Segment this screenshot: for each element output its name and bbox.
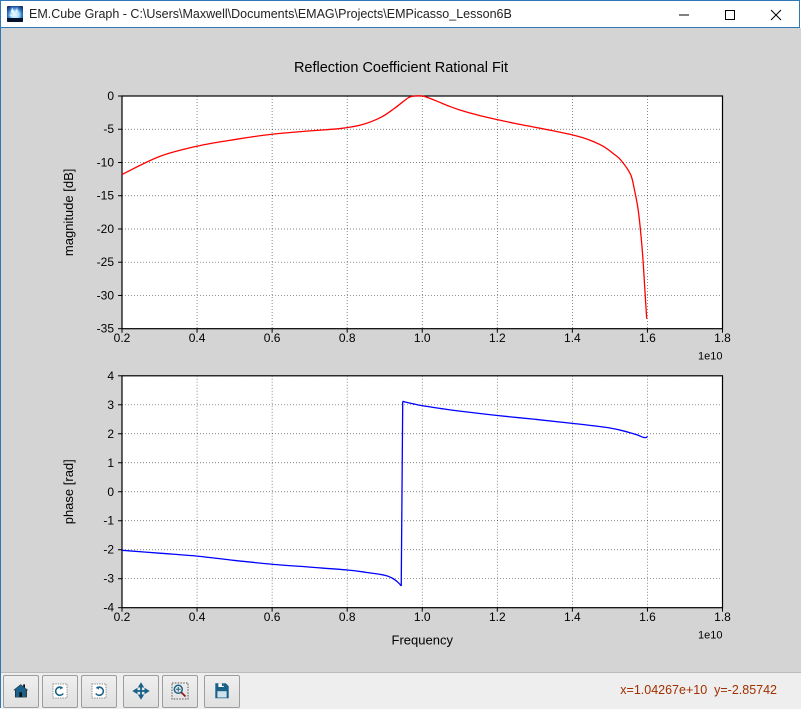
svg-text:0.8: 0.8 [339, 610, 356, 624]
svg-text:Reflection Coefficient Rationa: Reflection Coefficient Rational Fit [294, 60, 508, 76]
svg-text:-4: -4 [103, 601, 114, 615]
svg-text:-2: -2 [103, 543, 114, 557]
svg-text:-10: -10 [97, 155, 115, 169]
svg-text:1.6: 1.6 [639, 610, 656, 624]
svg-text:magnitude [dB]: magnitude [dB] [61, 169, 76, 256]
svg-text:2: 2 [107, 427, 114, 441]
svg-text:phase [rad]: phase [rad] [61, 459, 76, 524]
svg-text:0.2: 0.2 [114, 331, 131, 345]
svg-text:-1: -1 [103, 514, 114, 528]
svg-text:1.4: 1.4 [564, 331, 581, 345]
svg-text:1.6: 1.6 [639, 331, 656, 345]
svg-text:1.8: 1.8 [714, 610, 731, 624]
svg-text:0.8: 0.8 [339, 331, 356, 345]
svg-text:1.0: 1.0 [414, 610, 431, 624]
svg-text:-15: -15 [97, 189, 115, 203]
svg-text:1.8: 1.8 [714, 331, 731, 345]
svg-text:0: 0 [107, 485, 114, 499]
svg-text:0.6: 0.6 [264, 331, 281, 345]
svg-text:0.4: 0.4 [189, 610, 206, 624]
svg-text:1.2: 1.2 [489, 331, 506, 345]
svg-text:-30: -30 [97, 288, 115, 302]
svg-text:3: 3 [107, 398, 114, 412]
svg-text:1.4: 1.4 [564, 610, 581, 624]
svg-text:-5: -5 [103, 122, 114, 136]
svg-text:0.6: 0.6 [264, 610, 281, 624]
svg-text:Frequency: Frequency [392, 633, 454, 648]
svg-text:1: 1 [107, 456, 114, 470]
svg-text:0.2: 0.2 [114, 610, 131, 624]
svg-text:1.2: 1.2 [489, 610, 506, 624]
svg-text:-3: -3 [103, 572, 114, 586]
svg-text:1e10: 1e10 [698, 351, 722, 363]
svg-text:1e10: 1e10 [698, 630, 722, 642]
svg-text:-20: -20 [97, 222, 115, 236]
svg-text:1.0: 1.0 [414, 331, 431, 345]
svg-text:0: 0 [107, 89, 114, 103]
svg-text:-25: -25 [97, 255, 115, 269]
svg-text:-35: -35 [97, 322, 115, 336]
svg-text:4: 4 [107, 369, 114, 383]
svg-text:0.4: 0.4 [189, 331, 206, 345]
